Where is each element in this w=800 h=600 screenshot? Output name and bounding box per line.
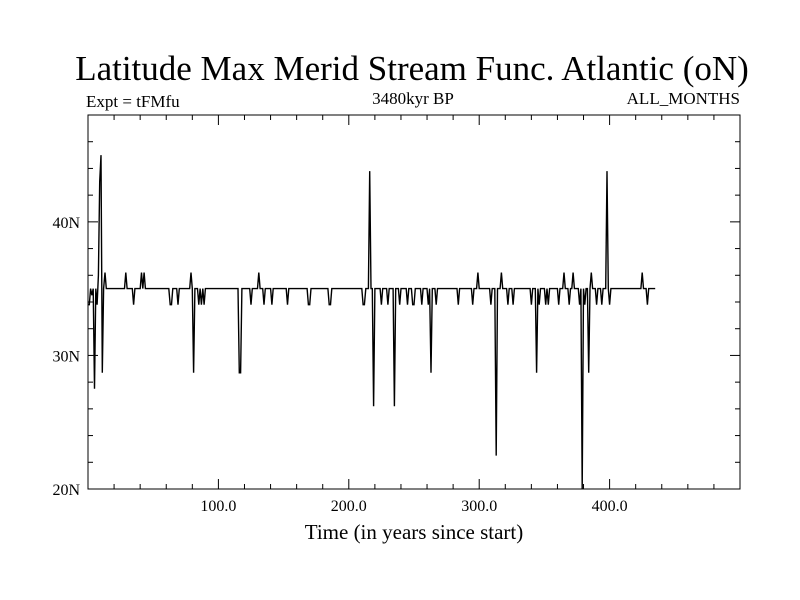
x-axis-label: Time (in years since start): [305, 520, 524, 544]
y-tick-label: 30N: [52, 348, 80, 365]
chart-title: Latitude Max Merid Stream Func. Atlantic…: [75, 49, 749, 88]
center-label: 3480kyr BP: [372, 89, 454, 108]
x-tick-label: 200.0: [331, 498, 367, 515]
x-tick-label: 400.0: [592, 498, 628, 515]
y-tick-label: 20N: [52, 482, 80, 499]
x-tick-label: 300.0: [461, 498, 497, 515]
left-label: Expt = tFMfu: [86, 92, 180, 111]
series-line: [88, 155, 656, 490]
plot-area: 100.0 200.0 300.0 400.0 20N 30N 40N: [52, 114, 741, 515]
y-tick-label: 40N: [52, 215, 80, 232]
x-axis: 100.0 200.0 300.0 400.0: [113, 115, 715, 515]
x-tick-label: 100.0: [200, 498, 236, 515]
right-label: ALL_MONTHS: [627, 89, 740, 108]
series-layer: [88, 155, 656, 490]
y-axis: 20N 30N 40N: [52, 141, 740, 499]
